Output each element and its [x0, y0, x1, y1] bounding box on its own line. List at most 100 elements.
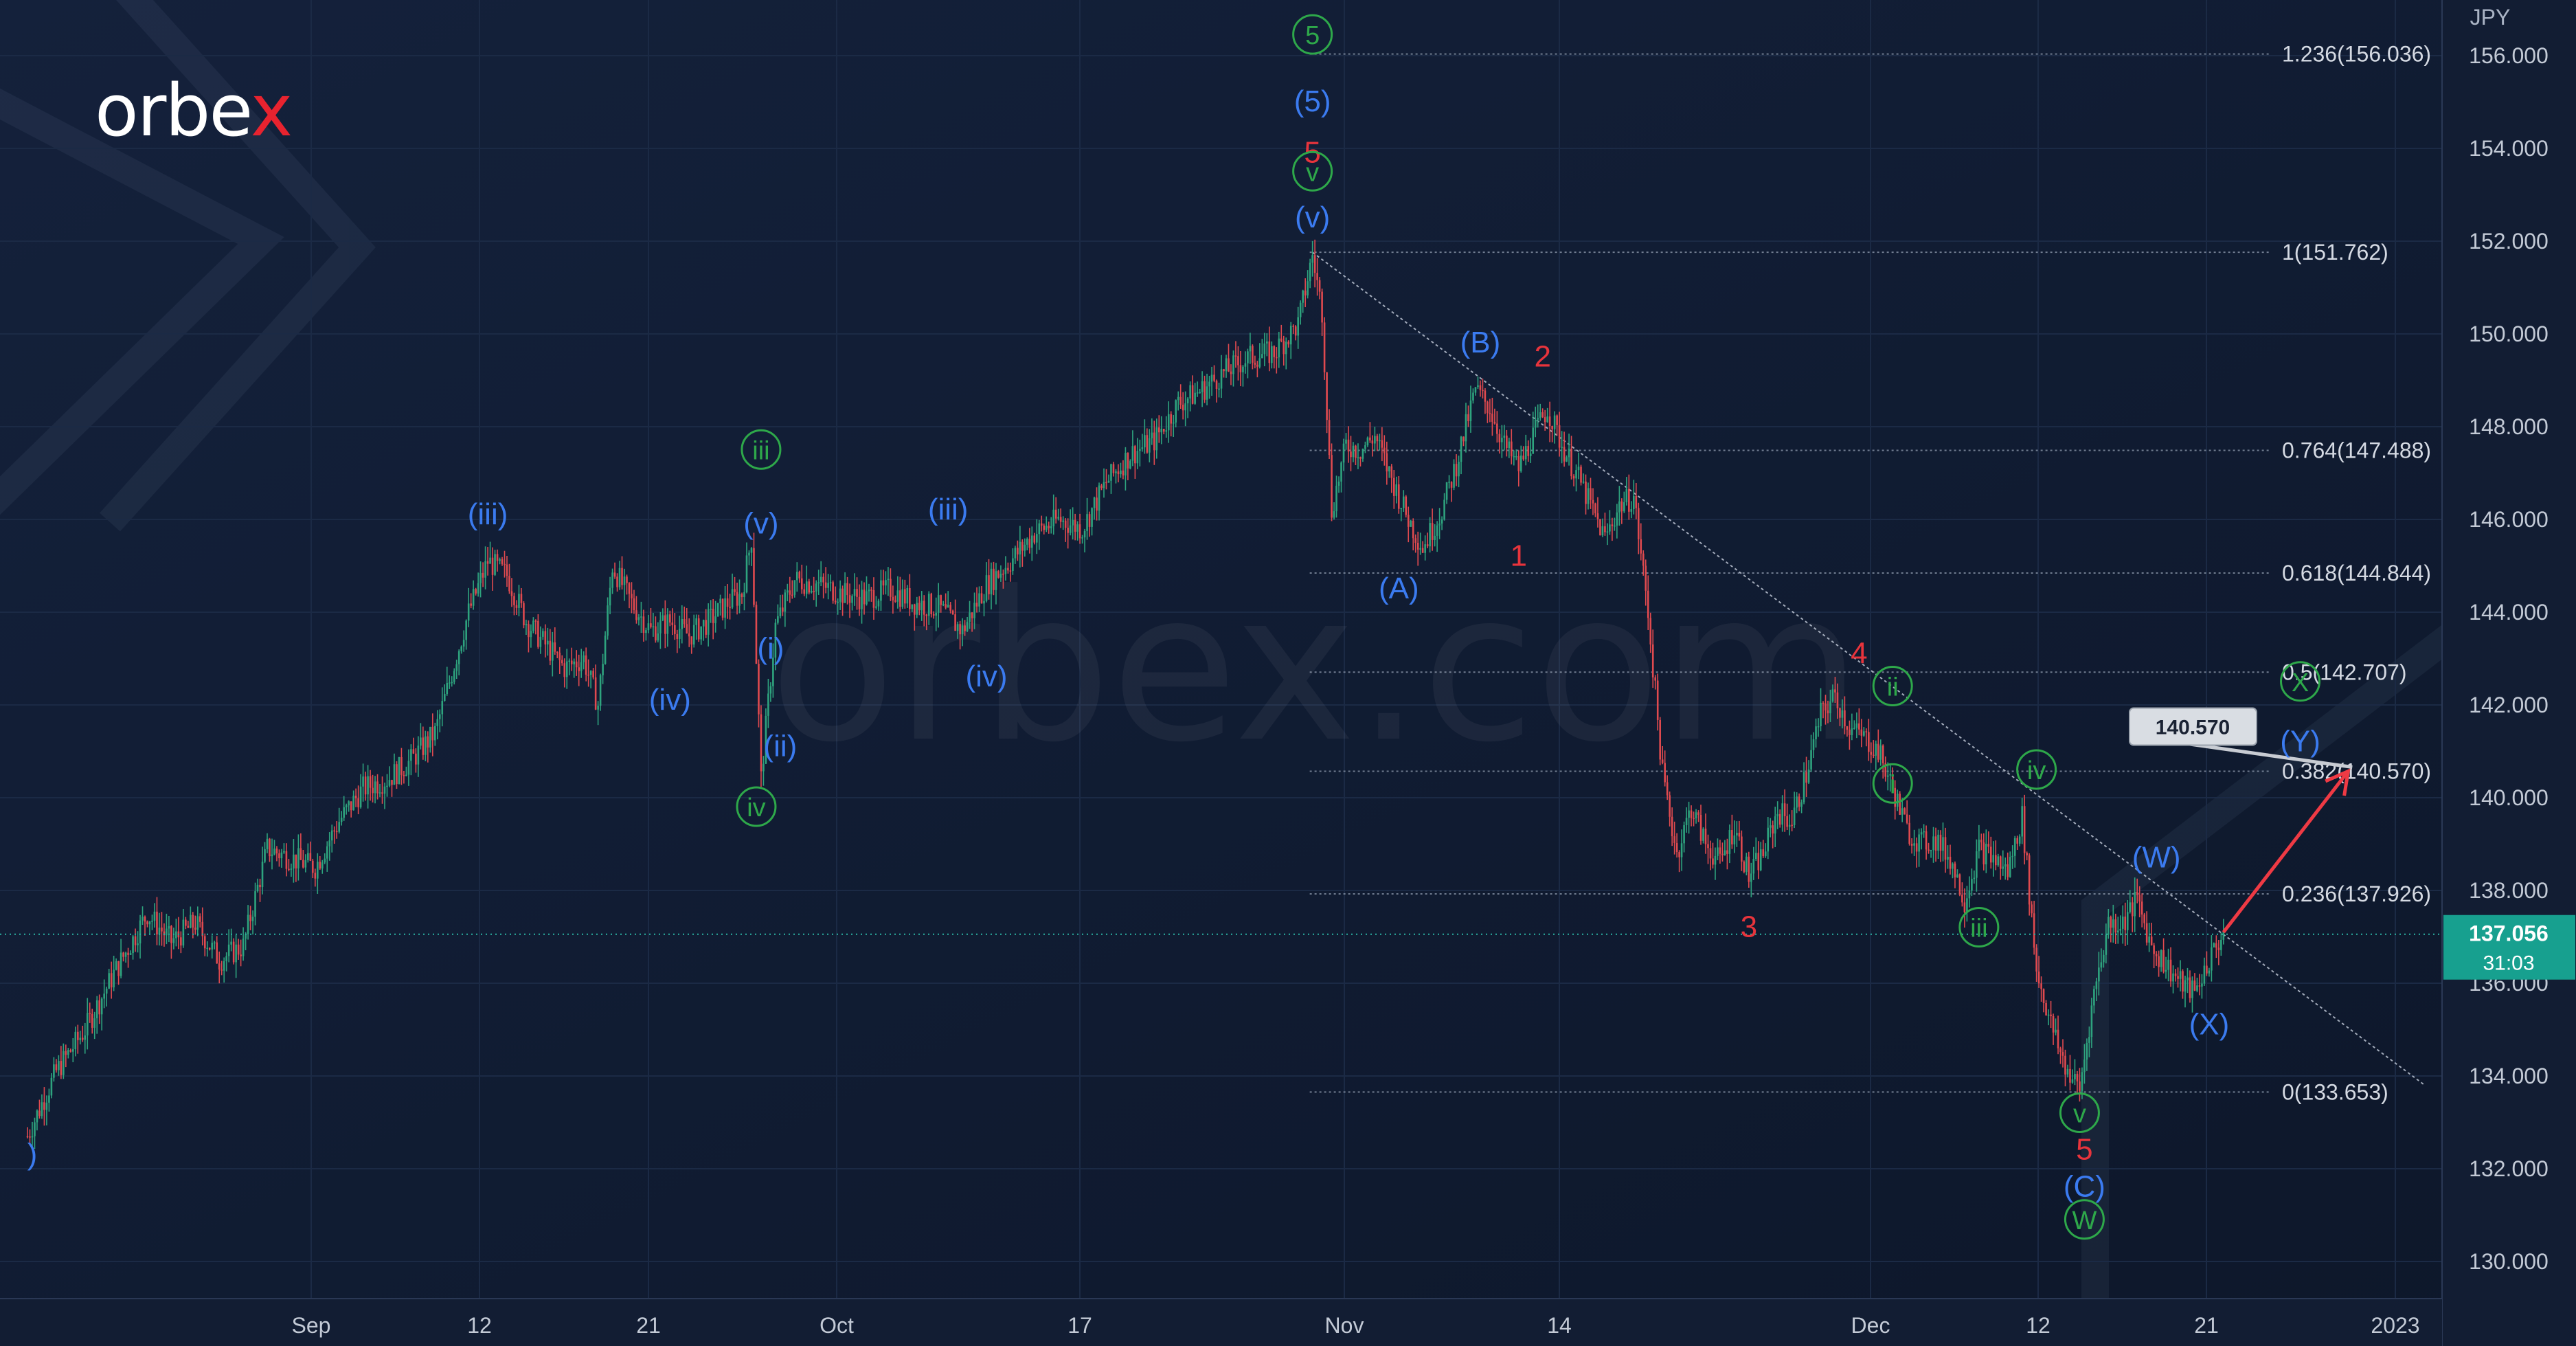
candle-body: [930, 594, 933, 614]
candle-body: [1100, 485, 1103, 489]
candle-body: [1191, 385, 1194, 404]
fib-label: 0.764(147.488): [2282, 438, 2431, 463]
wave-label: ii: [1887, 673, 1899, 702]
candle-body: [1717, 847, 1719, 856]
candle-body: [410, 749, 412, 761]
candle-body: [2167, 959, 2169, 970]
candle-body: [1355, 445, 1357, 458]
candle-body: [2110, 917, 2112, 928]
candle-body: [1798, 796, 1800, 807]
candle-body: [508, 576, 510, 592]
candle-body: [1748, 856, 1750, 882]
candle-body: [839, 588, 841, 602]
candle-body: [669, 614, 671, 623]
candle-body: [1616, 512, 1618, 526]
candle-body: [1443, 500, 1445, 520]
candle-body: [1280, 338, 1283, 341]
candle-body: [1175, 400, 1177, 423]
candle-body: [1477, 385, 1479, 388]
candle-body: [1453, 464, 1455, 488]
candle-body: [1321, 291, 1323, 323]
candle-body: [2007, 864, 2009, 877]
candle-body: [1299, 302, 1302, 317]
candle-body: [937, 595, 940, 613]
candle-body: [726, 598, 729, 607]
candle-body: [2095, 981, 2098, 989]
candle-body: [1714, 855, 1717, 865]
candle-body: [1273, 346, 1276, 357]
candle-body: [676, 633, 679, 639]
candle-body: [36, 1110, 38, 1123]
candle-body: [1479, 385, 1482, 390]
candle-body: [1541, 412, 1544, 418]
candle-body: [1517, 456, 1520, 471]
time-axis[interactable]: Sep 12 21 Oct 17 Nov 14 Dec 12 21 2023: [0, 1298, 2442, 1346]
candle-body: [827, 583, 829, 588]
candle-body: [1170, 414, 1173, 424]
candle-body: [716, 603, 719, 617]
candle-body: [885, 580, 887, 586]
price-tick-label: 138.000: [2469, 878, 2549, 903]
candle-body: [1125, 452, 1127, 475]
candle-body: [506, 564, 508, 576]
candle-body: [1057, 517, 1059, 519]
candle-body: [1021, 541, 1024, 551]
candle-body: [1558, 425, 1561, 448]
candle-body: [196, 916, 199, 930]
candle-body: [34, 1122, 36, 1136]
candle-body: [772, 658, 774, 686]
candle-body: [1026, 539, 1028, 545]
candle-body: [848, 595, 851, 603]
candle-body: [647, 623, 650, 631]
candle-body: [2160, 950, 2162, 967]
candle-body: [1721, 853, 1724, 855]
candle-body: [798, 572, 801, 579]
candle-body: [882, 580, 885, 586]
candle-body: [1551, 426, 1553, 429]
candle-body: [1776, 814, 1778, 817]
candle-body: [1426, 544, 1429, 547]
candle-body: [1750, 873, 1752, 882]
candle-body: [283, 851, 285, 853]
candle-body: [1091, 508, 1093, 527]
candle-body: [1268, 341, 1271, 363]
candle-body: [734, 589, 736, 592]
candle-body: [330, 830, 333, 841]
candle-body: [1976, 851, 1978, 878]
candle-body: [1326, 372, 1328, 420]
candle-body: [1410, 520, 1412, 527]
candle-body: [745, 555, 748, 592]
candle-body: [875, 606, 877, 608]
candle-body: [1093, 497, 1096, 508]
candle-body: [2031, 904, 2033, 914]
candle-body: [2074, 1074, 2076, 1079]
candle-body: [870, 590, 872, 591]
candle-body: [565, 661, 568, 677]
candle-body: [1918, 834, 1920, 852]
candle-body: [2018, 836, 2021, 844]
candle-body: [139, 920, 142, 944]
wave-label-circle: [1292, 14, 1333, 55]
candle-body: [1939, 834, 1942, 851]
candle-body: [1649, 618, 1652, 644]
candle-body: [1577, 467, 1580, 471]
time-tick-label: Dec: [1851, 1313, 1890, 1338]
candle-body: [1851, 728, 1853, 735]
price-axis[interactable]: JPY 156.000 154.000 152.000 150.000 148.000 14…: [2441, 0, 2576, 1346]
candle-body: [1004, 568, 1007, 574]
candle-body: [316, 862, 319, 879]
candle-body: [448, 682, 451, 684]
candle-body: [501, 559, 504, 564]
candle-body: [1920, 832, 1923, 835]
candle-body: [1493, 421, 1496, 424]
candle-body: [637, 617, 640, 620]
candle-body: [242, 939, 245, 956]
candle-body: [1115, 471, 1117, 473]
candle-body: [367, 776, 369, 795]
candle-body: [1364, 445, 1366, 449]
candle-body: [837, 601, 839, 603]
candle-body: [1963, 902, 1966, 912]
candle-body: [731, 589, 734, 608]
candle-body: [1791, 825, 1793, 827]
candle-body: [1958, 874, 1961, 895]
